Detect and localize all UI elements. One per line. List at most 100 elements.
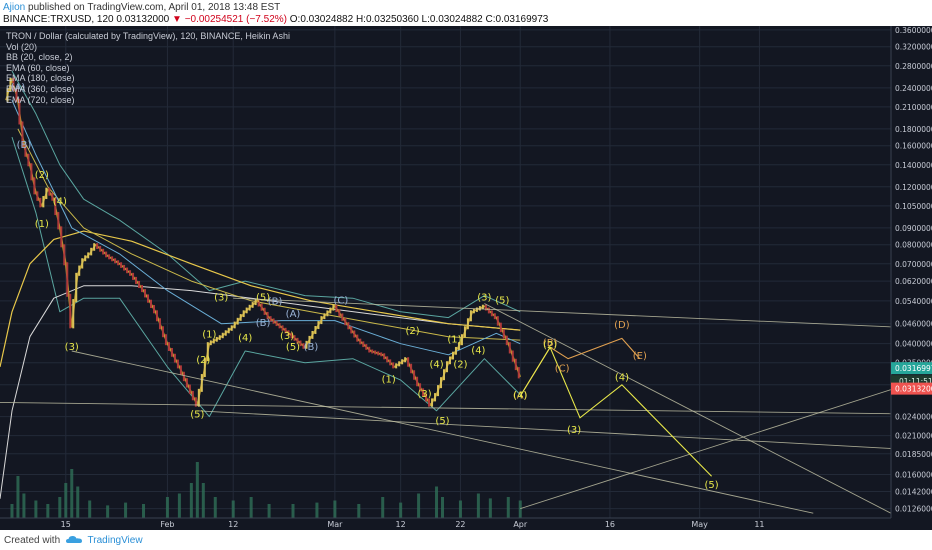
wave-label: (3) (477, 293, 491, 304)
footer-brand[interactable]: TradingView (87, 535, 143, 546)
trendline (197, 410, 892, 449)
candle (254, 299, 257, 306)
candle (147, 294, 150, 303)
candle (374, 350, 377, 355)
candle (212, 338, 215, 344)
legend-indicator[interactable]: EMA (360, close) (6, 83, 75, 94)
candle (224, 330, 227, 336)
series-line-price (5, 78, 521, 407)
candle (117, 260, 120, 266)
wave-label: (D) (614, 320, 630, 331)
volume-bar (70, 469, 74, 518)
author-link[interactable]: Ajion (3, 2, 26, 13)
volume-bar (381, 497, 385, 518)
chart-background (0, 26, 932, 530)
candle (48, 187, 51, 196)
wave-label: (3) (280, 331, 294, 342)
candle (326, 310, 329, 317)
legend-indicator[interactable]: EMA (60, close) (6, 62, 70, 73)
legend-indicator[interactable]: EMA (180, close) (6, 73, 75, 84)
candle (341, 313, 344, 321)
candle (281, 325, 284, 331)
publish-header: Ajion published on TradingView.com, Apri… (0, 0, 932, 26)
candle (410, 363, 413, 374)
candle (72, 299, 75, 329)
candle (311, 330, 314, 339)
candle (188, 384, 191, 394)
footer-prefix: Created with (4, 535, 61, 546)
legend-indicator[interactable]: BB (20, close, 2) (6, 52, 73, 63)
candle (149, 299, 152, 309)
candle (27, 153, 30, 167)
price-tick-label: 0.09000000 (895, 224, 932, 233)
candle (269, 316, 272, 322)
candle (401, 359, 404, 365)
series-line-ema720 (0, 285, 521, 499)
candle (353, 330, 356, 338)
candle (419, 383, 422, 392)
candle (347, 322, 350, 330)
candle (9, 77, 12, 92)
volume-bar (58, 497, 62, 518)
candle (344, 317, 347, 326)
candle (308, 335, 311, 344)
candle (475, 307, 478, 312)
price-chart[interactable]: (A)(B)(2)(4)(1)(3)(5)(2)(1)(3)(4)(5)(B)(… (0, 26, 932, 530)
wave-projection (519, 346, 712, 477)
time-tick-label: May (691, 520, 708, 529)
candle (508, 342, 511, 354)
candle (42, 196, 45, 208)
candle (90, 247, 93, 256)
wave-label: (1) (202, 330, 216, 341)
candle (493, 313, 496, 320)
candle (6, 88, 9, 102)
candle (75, 272, 78, 303)
price-tick-label: 0.10500000 (895, 202, 932, 211)
wave-label: (1) (382, 375, 396, 386)
candle (84, 255, 87, 262)
chart-area[interactable]: (A) (B) (2) (4) (1) (3) (5) (2) (1) (3) (4) (5) (B)(… (0, 26, 932, 530)
ohlc-line: BINANCE:TRXUSD, 120 0.03132000 ▼ −0.0025… (3, 14, 548, 25)
price-tick-label: 0.01420000 (895, 488, 932, 497)
candle (499, 322, 502, 333)
candle (359, 338, 362, 345)
candle (454, 346, 457, 355)
wave-label: (4) (429, 359, 443, 370)
wave-label: (B) (304, 342, 319, 353)
candle (105, 251, 108, 258)
candle (472, 308, 475, 314)
candle (371, 349, 374, 354)
candle (141, 285, 144, 293)
candle (395, 363, 398, 369)
candle (451, 351, 454, 360)
price-tick-label: 0.12000000 (895, 183, 932, 192)
candle (323, 313, 326, 320)
candle (425, 393, 428, 402)
candle (33, 177, 36, 195)
volume-bar (165, 497, 169, 518)
candle (191, 390, 194, 401)
symbol-label: BINANCE:TRXUSD, 120 (3, 14, 114, 25)
wave-label: (A) (11, 82, 26, 93)
footer-credit: Created with TradingView (4, 535, 143, 546)
chart-legend: TRON / Dollar (calculated by TradingView… (6, 31, 290, 105)
candle (215, 336, 218, 342)
volume-bar (231, 500, 235, 518)
candle (111, 256, 114, 262)
candle (155, 310, 158, 322)
price-candles (6, 77, 520, 407)
legend-indicator[interactable]: EMA (720, close) (6, 94, 75, 105)
volume-bar (16, 476, 20, 518)
candle (266, 311, 269, 320)
candle (437, 385, 440, 397)
candle (320, 316, 323, 325)
legend-indicator[interactable]: Vol (20) (6, 41, 38, 52)
last-price-label-box (891, 382, 932, 395)
volume-bar (291, 504, 295, 518)
wave-label: (4) (471, 345, 485, 356)
candle (448, 356, 451, 365)
candle (317, 321, 320, 330)
price-tick-label: 0.07000000 (895, 260, 932, 269)
candle (469, 310, 472, 322)
candle (102, 248, 105, 255)
